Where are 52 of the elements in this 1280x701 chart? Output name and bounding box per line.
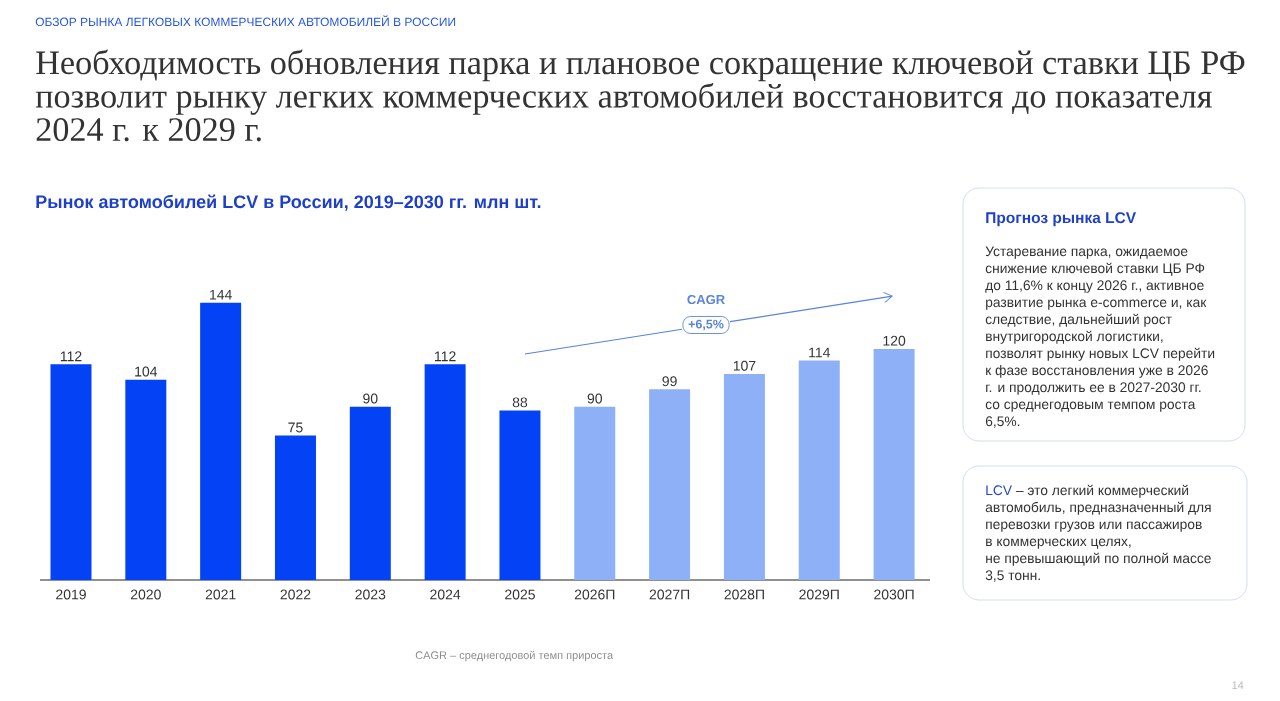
text: Устаревание парка, ожидаемое снижение ключевой ставки ЦБ РФ до 11,6% к концу 2026 г., активное развитие рынка e-commerce и, как следствие, дальнейший рост внутригородской логистики, позволят рынку новых LCV перейти к фазе восстановления уже в 2026 г. и продолжить ее в 2027-2030 гг. со среднегодовым темпом роста 6,5%.	[985, 246, 1215, 428]
x-tick-label: 2025	[505, 589, 535, 600]
data-label: 104	[135, 366, 158, 377]
data-label: 120	[883, 335, 906, 346]
data-label: 144	[210, 289, 232, 300]
text: в коммерческих целях,	[986, 538, 1131, 549]
text: автомобиль, предназначенный для	[985, 501, 1211, 515]
x-tick-label: 2028П	[724, 589, 764, 600]
chart-subtitle: Рынок автомобилей LCV в России, 2019–2030 гг. млн шт.	[36, 194, 541, 211]
text: не превышающий по полной массе	[986, 552, 1211, 566]
bar	[274, 435, 316, 580]
bar	[873, 348, 915, 580]
data-label: 114	[809, 347, 830, 358]
x-tick-label: 2020	[130, 589, 161, 600]
text: CAGR – среднегодовой темп прироста	[415, 650, 614, 662]
bar	[200, 302, 242, 580]
text: перевозки грузов или пассажиров	[986, 521, 1202, 532]
bar	[499, 410, 541, 580]
annotation: CAGR	[687, 294, 725, 305]
x-tick-label: 2019	[56, 589, 86, 600]
x-tick-label: 2029П	[799, 589, 839, 600]
data-label: 90	[363, 393, 378, 404]
data-label: 75	[288, 422, 303, 433]
x-tick-label: 2027П	[649, 589, 690, 600]
x-tick-label: 2022	[280, 589, 311, 600]
bar	[50, 364, 92, 580]
text: 3,5 тонн.	[985, 570, 1040, 582]
bar	[723, 373, 765, 580]
text: ОБЗОР РЫНКА ЛЕГКОВЫХ КОММЕРЧЕСКИХ АВТОМОБИЛЕЙ В РОССИИ	[35, 15, 456, 27]
bar	[424, 364, 466, 580]
text: Прогноз рынка LCV	[986, 212, 1137, 227]
bar	[649, 389, 691, 580]
annotation: +6,5%	[688, 319, 724, 331]
data-label: 107	[733, 360, 756, 371]
x-tick-label: 2021	[205, 589, 236, 600]
data-label: 112	[435, 351, 456, 362]
bar	[574, 406, 616, 580]
x-tick-label: 2030П	[874, 589, 914, 600]
data-label: 112	[60, 351, 82, 362]
x-tick-label: 2026П	[574, 589, 615, 600]
data-label: 88	[512, 397, 528, 408]
x-tick-label: 2024	[430, 589, 461, 600]
chart-title: Необходимость обновления парка и плановое сокращение ключевой ставки ЦБ РФ позволит рынку легких коммерческих автомобилей восстановится до показателя 2024 г. к 2029 г.	[35, 49, 1245, 142]
text: – это легкий коммерческий	[1015, 484, 1189, 498]
text: LCV	[986, 485, 1012, 496]
bar	[125, 379, 167, 580]
data-label: 99	[662, 376, 677, 387]
bar	[798, 360, 840, 580]
bar	[349, 406, 391, 580]
data-label: 90	[587, 393, 603, 404]
text: 14	[1232, 681, 1244, 689]
x-tick-label: 2023	[355, 589, 386, 600]
